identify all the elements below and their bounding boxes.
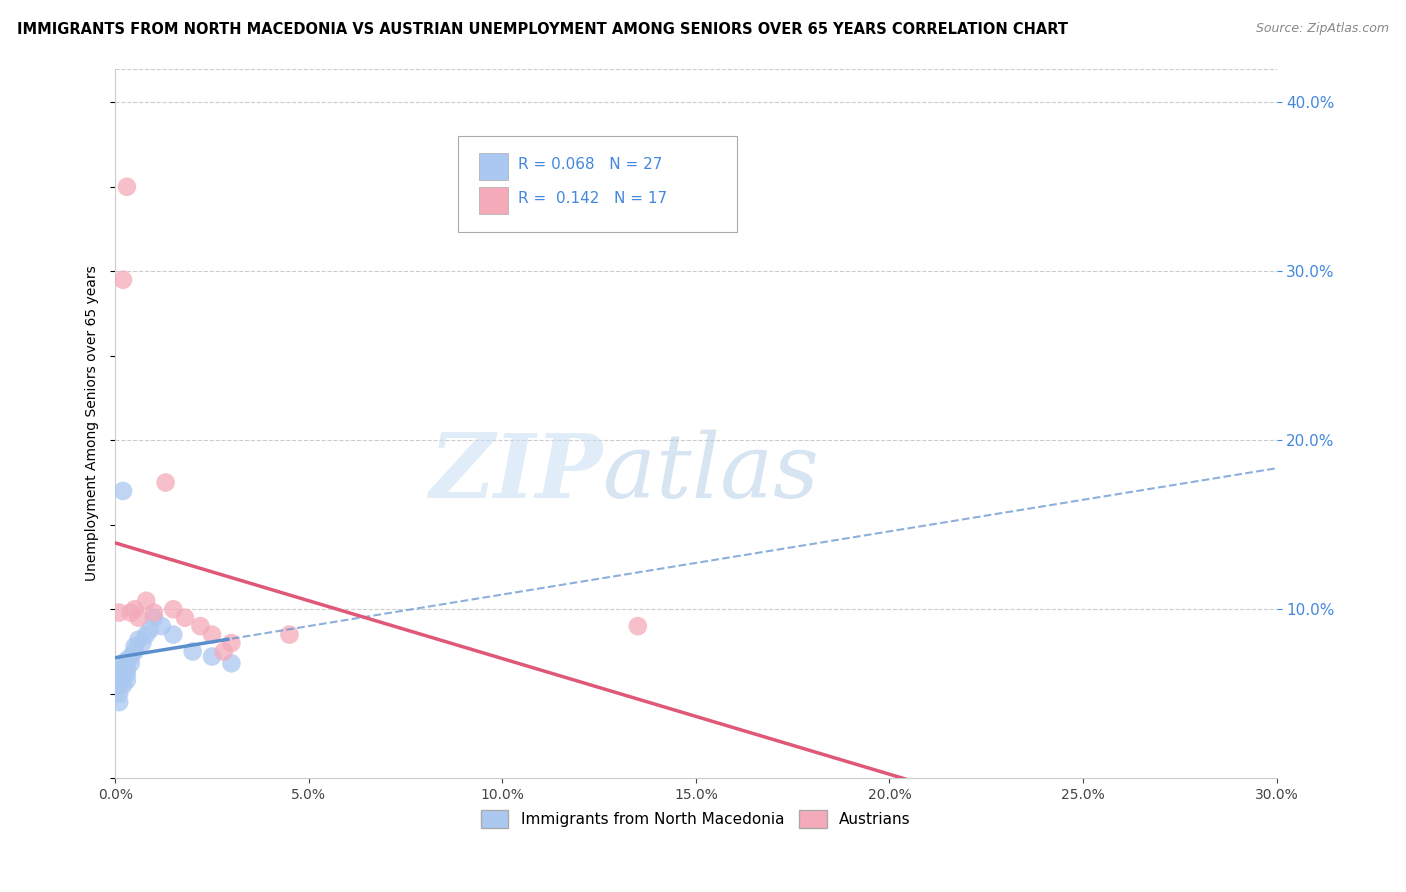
Point bbox=[150, 619, 173, 633]
Point bbox=[115, 653, 138, 667]
Bar bbox=[479, 153, 508, 180]
Point bbox=[174, 610, 197, 624]
Point bbox=[162, 602, 184, 616]
Point bbox=[120, 657, 142, 671]
Text: IMMIGRANTS FROM NORTH MACEDONIA VS AUSTRIAN UNEMPLOYMENT AMONG SENIORS OVER 65 Y: IMMIGRANTS FROM NORTH MACEDONIA VS AUSTR… bbox=[17, 22, 1069, 37]
Text: atlas: atlas bbox=[603, 430, 818, 516]
Point bbox=[131, 636, 153, 650]
Point bbox=[124, 644, 146, 658]
Point bbox=[115, 179, 138, 194]
Point bbox=[181, 644, 204, 658]
Point bbox=[627, 619, 650, 633]
Point bbox=[115, 661, 138, 675]
Point bbox=[221, 636, 243, 650]
Point bbox=[135, 594, 157, 608]
Point bbox=[111, 483, 134, 498]
FancyBboxPatch shape bbox=[458, 136, 737, 232]
Point bbox=[111, 670, 134, 684]
Point bbox=[115, 666, 138, 681]
Point bbox=[115, 673, 138, 688]
Point bbox=[190, 619, 212, 633]
Point bbox=[143, 606, 166, 620]
Text: Source: ZipAtlas.com: Source: ZipAtlas.com bbox=[1256, 22, 1389, 36]
Y-axis label: Unemployment Among Seniors over 65 years: Unemployment Among Seniors over 65 years bbox=[86, 266, 100, 582]
Point bbox=[111, 661, 134, 675]
Point bbox=[221, 657, 243, 671]
Point bbox=[212, 644, 235, 658]
Point bbox=[108, 687, 131, 701]
Legend: Immigrants from North Macedonia, Austrians: Immigrants from North Macedonia, Austria… bbox=[475, 804, 917, 834]
Bar bbox=[479, 187, 508, 214]
Point bbox=[135, 627, 157, 641]
Text: R = 0.068   N = 27: R = 0.068 N = 27 bbox=[519, 157, 662, 172]
Point bbox=[124, 640, 146, 654]
Point bbox=[111, 657, 134, 671]
Point bbox=[128, 610, 150, 624]
Point bbox=[143, 610, 166, 624]
Point bbox=[108, 670, 131, 684]
Text: R =  0.142   N = 17: R = 0.142 N = 17 bbox=[519, 191, 668, 206]
Point bbox=[128, 632, 150, 647]
Point bbox=[120, 649, 142, 664]
Point bbox=[108, 606, 131, 620]
Point bbox=[111, 273, 134, 287]
Point bbox=[120, 606, 142, 620]
Point bbox=[108, 678, 131, 692]
Point bbox=[201, 627, 224, 641]
Point bbox=[139, 623, 162, 637]
Text: ZIP: ZIP bbox=[430, 430, 603, 516]
Point bbox=[108, 695, 131, 709]
Point bbox=[111, 678, 134, 692]
Point bbox=[155, 475, 177, 490]
Point bbox=[162, 627, 184, 641]
Point bbox=[124, 602, 146, 616]
Point bbox=[201, 649, 224, 664]
Point bbox=[278, 627, 301, 641]
